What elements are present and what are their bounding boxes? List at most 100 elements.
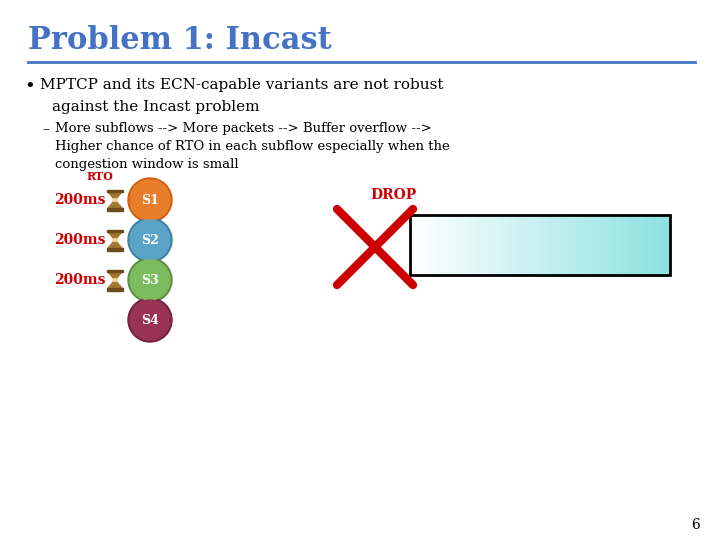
Bar bbox=[596, 215, 597, 275]
Bar bbox=[410, 215, 411, 275]
Bar bbox=[466, 215, 467, 275]
Text: DROP: DROP bbox=[370, 188, 416, 202]
Polygon shape bbox=[107, 248, 123, 251]
Bar bbox=[589, 215, 590, 275]
Circle shape bbox=[130, 180, 170, 220]
Bar bbox=[450, 215, 451, 275]
Bar bbox=[531, 215, 532, 275]
Bar bbox=[536, 215, 537, 275]
Bar bbox=[483, 215, 484, 275]
Bar bbox=[600, 215, 601, 275]
Polygon shape bbox=[107, 269, 123, 272]
Bar bbox=[441, 215, 442, 275]
Bar bbox=[463, 215, 464, 275]
Bar bbox=[477, 215, 478, 275]
Bar bbox=[579, 215, 580, 275]
Bar bbox=[504, 215, 505, 275]
Bar bbox=[582, 215, 583, 275]
Bar bbox=[567, 215, 568, 275]
Bar bbox=[557, 215, 558, 275]
Bar bbox=[434, 215, 435, 275]
Bar bbox=[427, 215, 428, 275]
Bar bbox=[499, 215, 500, 275]
Bar bbox=[652, 215, 653, 275]
Bar bbox=[661, 215, 662, 275]
Bar bbox=[653, 215, 654, 275]
Circle shape bbox=[128, 298, 172, 342]
Bar bbox=[606, 215, 607, 275]
Bar bbox=[604, 215, 605, 275]
Bar bbox=[610, 215, 611, 275]
Bar bbox=[487, 215, 488, 275]
Circle shape bbox=[114, 239, 117, 241]
Bar bbox=[435, 215, 436, 275]
Bar bbox=[516, 215, 517, 275]
Bar bbox=[518, 215, 519, 275]
Bar bbox=[572, 215, 573, 275]
Bar bbox=[555, 215, 556, 275]
Bar bbox=[457, 215, 458, 275]
Bar bbox=[451, 215, 452, 275]
Bar bbox=[541, 215, 542, 275]
Bar bbox=[559, 215, 560, 275]
Bar bbox=[620, 215, 621, 275]
Bar bbox=[473, 215, 474, 275]
Bar bbox=[478, 215, 479, 275]
Bar bbox=[616, 215, 617, 275]
Bar bbox=[436, 215, 437, 275]
Bar bbox=[416, 215, 417, 275]
Bar bbox=[562, 215, 563, 275]
Bar bbox=[649, 215, 650, 275]
Bar bbox=[628, 215, 629, 275]
Bar bbox=[411, 215, 412, 275]
Bar bbox=[627, 215, 628, 275]
Bar bbox=[635, 215, 636, 275]
Bar bbox=[544, 215, 545, 275]
Circle shape bbox=[130, 300, 170, 340]
Text: RTO: RTO bbox=[86, 171, 114, 182]
Bar bbox=[636, 215, 637, 275]
Bar bbox=[491, 215, 492, 275]
Bar bbox=[654, 215, 655, 275]
Bar bbox=[598, 215, 599, 275]
Text: Problem 1: Incast: Problem 1: Incast bbox=[28, 25, 332, 56]
Bar bbox=[430, 215, 431, 275]
Circle shape bbox=[128, 178, 172, 222]
Circle shape bbox=[114, 279, 117, 281]
Bar bbox=[590, 215, 591, 275]
Bar bbox=[585, 215, 586, 275]
Bar bbox=[513, 215, 514, 275]
Bar bbox=[574, 215, 575, 275]
Bar bbox=[648, 215, 649, 275]
Bar bbox=[638, 215, 639, 275]
Bar bbox=[618, 215, 619, 275]
Bar bbox=[514, 215, 515, 275]
Polygon shape bbox=[108, 192, 122, 200]
Bar bbox=[643, 215, 644, 275]
Bar bbox=[634, 215, 635, 275]
Bar bbox=[500, 215, 501, 275]
Bar bbox=[453, 215, 454, 275]
Bar bbox=[659, 215, 660, 275]
Polygon shape bbox=[108, 200, 122, 208]
Bar bbox=[443, 215, 444, 275]
Polygon shape bbox=[108, 280, 122, 288]
Bar bbox=[448, 215, 449, 275]
Bar bbox=[459, 215, 460, 275]
Bar bbox=[631, 215, 632, 275]
Bar bbox=[660, 215, 661, 275]
Bar bbox=[429, 215, 430, 275]
Bar bbox=[469, 215, 470, 275]
Bar bbox=[452, 215, 453, 275]
Bar bbox=[501, 215, 502, 275]
Bar bbox=[668, 215, 669, 275]
Bar bbox=[507, 215, 508, 275]
Bar bbox=[467, 215, 468, 275]
Bar bbox=[511, 215, 512, 275]
Text: •: • bbox=[24, 78, 35, 96]
Bar bbox=[595, 215, 596, 275]
Bar bbox=[461, 215, 462, 275]
Text: –: – bbox=[42, 122, 49, 136]
Bar bbox=[476, 215, 477, 275]
Bar bbox=[623, 215, 624, 275]
